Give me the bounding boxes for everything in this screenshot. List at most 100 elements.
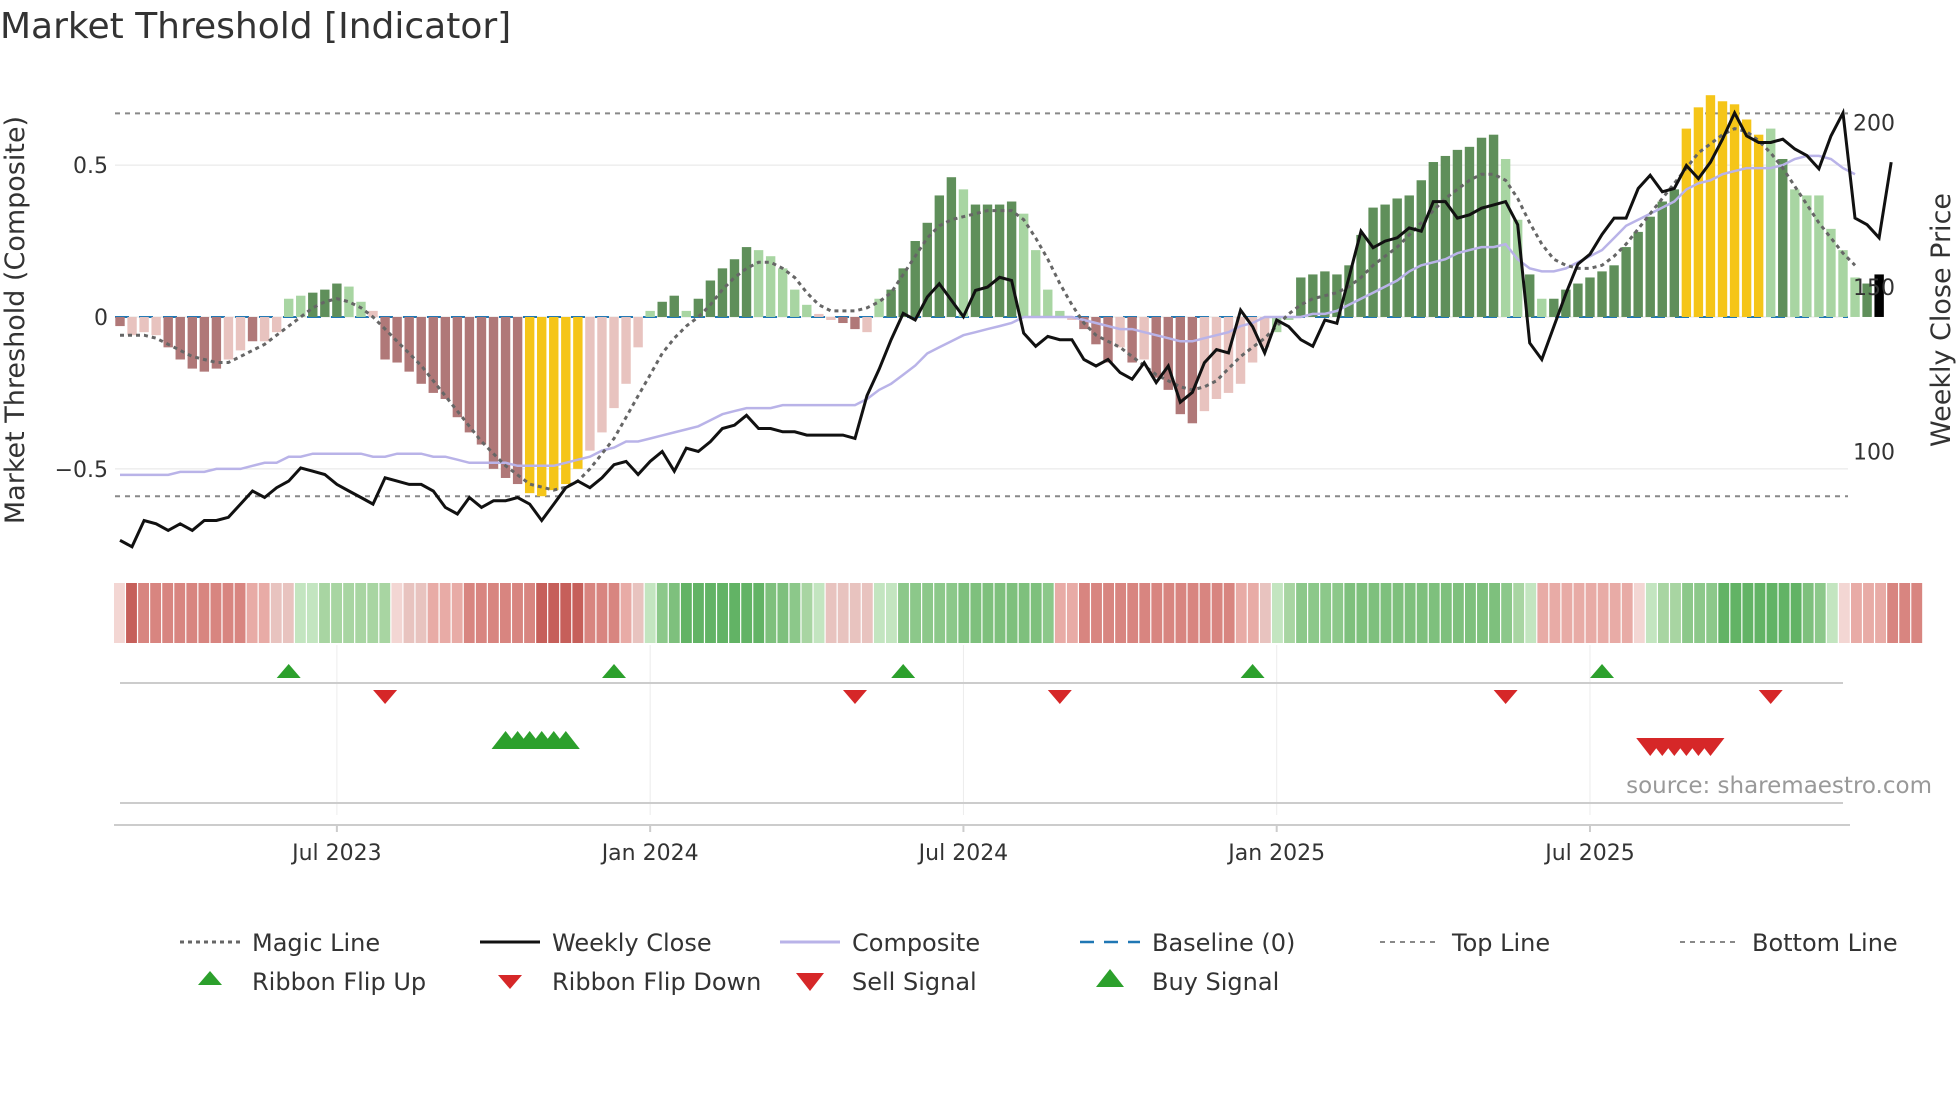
histogram-bar [1187, 316, 1198, 424]
ribbon-cell [777, 583, 789, 643]
ribbon-cell [1006, 583, 1018, 643]
ribbon-cell [210, 583, 222, 643]
histogram-bar [621, 316, 631, 384]
histogram-bar [1223, 316, 1234, 393]
ribbon-cell [1851, 583, 1862, 643]
ribbon-flip-up-marker [1590, 664, 1615, 678]
ribbon-cell [680, 583, 692, 643]
ribbon-cell [1465, 583, 1476, 643]
histogram-bar [296, 295, 306, 317]
histogram-bar [657, 301, 667, 317]
histogram-bar [669, 295, 679, 317]
y-tick-label: 0.5 [73, 154, 108, 179]
ribbon-flip-up-marker [891, 664, 916, 678]
ribbon-cell [1042, 583, 1054, 643]
histogram-bar [681, 310, 691, 317]
ribbon-cell [753, 583, 765, 643]
ribbon-cell [1694, 583, 1706, 643]
sell-signal-marker [1696, 738, 1725, 756]
ribbon-cell [1368, 583, 1380, 643]
ribbon-cell [608, 583, 620, 643]
histogram-bar [271, 316, 282, 333]
histogram-bar [476, 316, 487, 445]
ribbon-cell [1573, 583, 1585, 643]
ribbon-cell [138, 583, 149, 643]
ribbon-cell [1440, 583, 1452, 643]
ribbon-cell [729, 583, 741, 643]
histogram-bar [1609, 265, 1619, 317]
histogram-bar [898, 268, 908, 317]
histogram-bar [862, 316, 872, 333]
ribbon-cell [1103, 583, 1114, 643]
histogram-bar [1127, 316, 1137, 363]
histogram-bar [1597, 271, 1607, 317]
histogram-bar [1043, 289, 1053, 317]
series-lines [119, 107, 1893, 549]
ribbon-cell [1091, 583, 1102, 643]
ribbon-cell [560, 583, 572, 643]
ribbon-flip-down-marker [842, 690, 867, 704]
ribbon-cell [1199, 583, 1211, 643]
ribbon-cell [801, 583, 813, 643]
histogram-bar [283, 298, 294, 317]
ribbon-cell [1416, 583, 1428, 643]
ribbon-cell [415, 583, 427, 643]
ribbon-cell [717, 583, 728, 643]
ribbon-cell [343, 583, 355, 643]
histogram-bar [561, 316, 571, 485]
ribbon-cell [1259, 583, 1271, 643]
ribbon-cell [548, 583, 560, 643]
histogram-bar [1826, 228, 1836, 317]
ribbon-cell [958, 583, 970, 643]
histogram-bar [127, 316, 137, 336]
histogram-bar [838, 316, 848, 324]
legend-swatch-buy [1096, 969, 1124, 987]
ribbon-cell [1609, 583, 1621, 643]
histogram-bar [1573, 283, 1583, 317]
histogram-bar [1115, 316, 1125, 348]
histogram-bar [1862, 283, 1872, 317]
histogram-bar [512, 316, 523, 485]
ribbon-cell [1561, 583, 1573, 643]
histogram-bar [1512, 219, 1523, 317]
ribbon-cell [331, 583, 342, 643]
ribbon-cell [1585, 583, 1597, 643]
histogram-bar [1308, 274, 1318, 317]
ribbon-cell [1151, 583, 1163, 643]
ribbon-cell [922, 583, 934, 643]
histogram-bar [609, 316, 619, 409]
histogram-bar [259, 316, 270, 342]
ribbon-cell [1054, 583, 1066, 643]
histogram-bar [368, 310, 378, 317]
ribbon-cell [1320, 583, 1332, 643]
ribbon-cell [1899, 583, 1911, 643]
x-tick-label: Jul 2024 [917, 841, 1009, 866]
ribbon-cell [1633, 583, 1645, 643]
histogram-bar [1633, 231, 1643, 317]
legend-swatch-sell [796, 973, 824, 991]
histogram-bar [705, 280, 716, 317]
ribbon-cell [126, 583, 137, 643]
histogram-bar [982, 204, 993, 317]
histogram-bar [344, 286, 354, 317]
ribbon-cell [1079, 583, 1090, 643]
ribbon-cell [463, 583, 475, 643]
ribbon-cell [898, 583, 909, 643]
ribbon-cell [1211, 583, 1223, 643]
histogram-bar [1428, 162, 1439, 317]
histogram-bar [1766, 128, 1776, 317]
histogram-bar [1500, 158, 1511, 317]
ribbon-cell [982, 583, 994, 643]
ribbon-cell [1525, 583, 1537, 643]
histogram-bar [139, 316, 149, 333]
ribbon-cell [282, 583, 294, 643]
histogram-bar [549, 316, 559, 491]
histogram-bar [874, 298, 884, 317]
histogram-bar [1802, 195, 1812, 317]
ribbon-cell [451, 583, 463, 643]
legend-label: Ribbon Flip Down [552, 968, 761, 996]
histogram-bar [1729, 104, 1740, 317]
ribbon-cell [910, 583, 921, 643]
histogram-bar [826, 316, 836, 320]
ribbon-cell [222, 583, 234, 643]
